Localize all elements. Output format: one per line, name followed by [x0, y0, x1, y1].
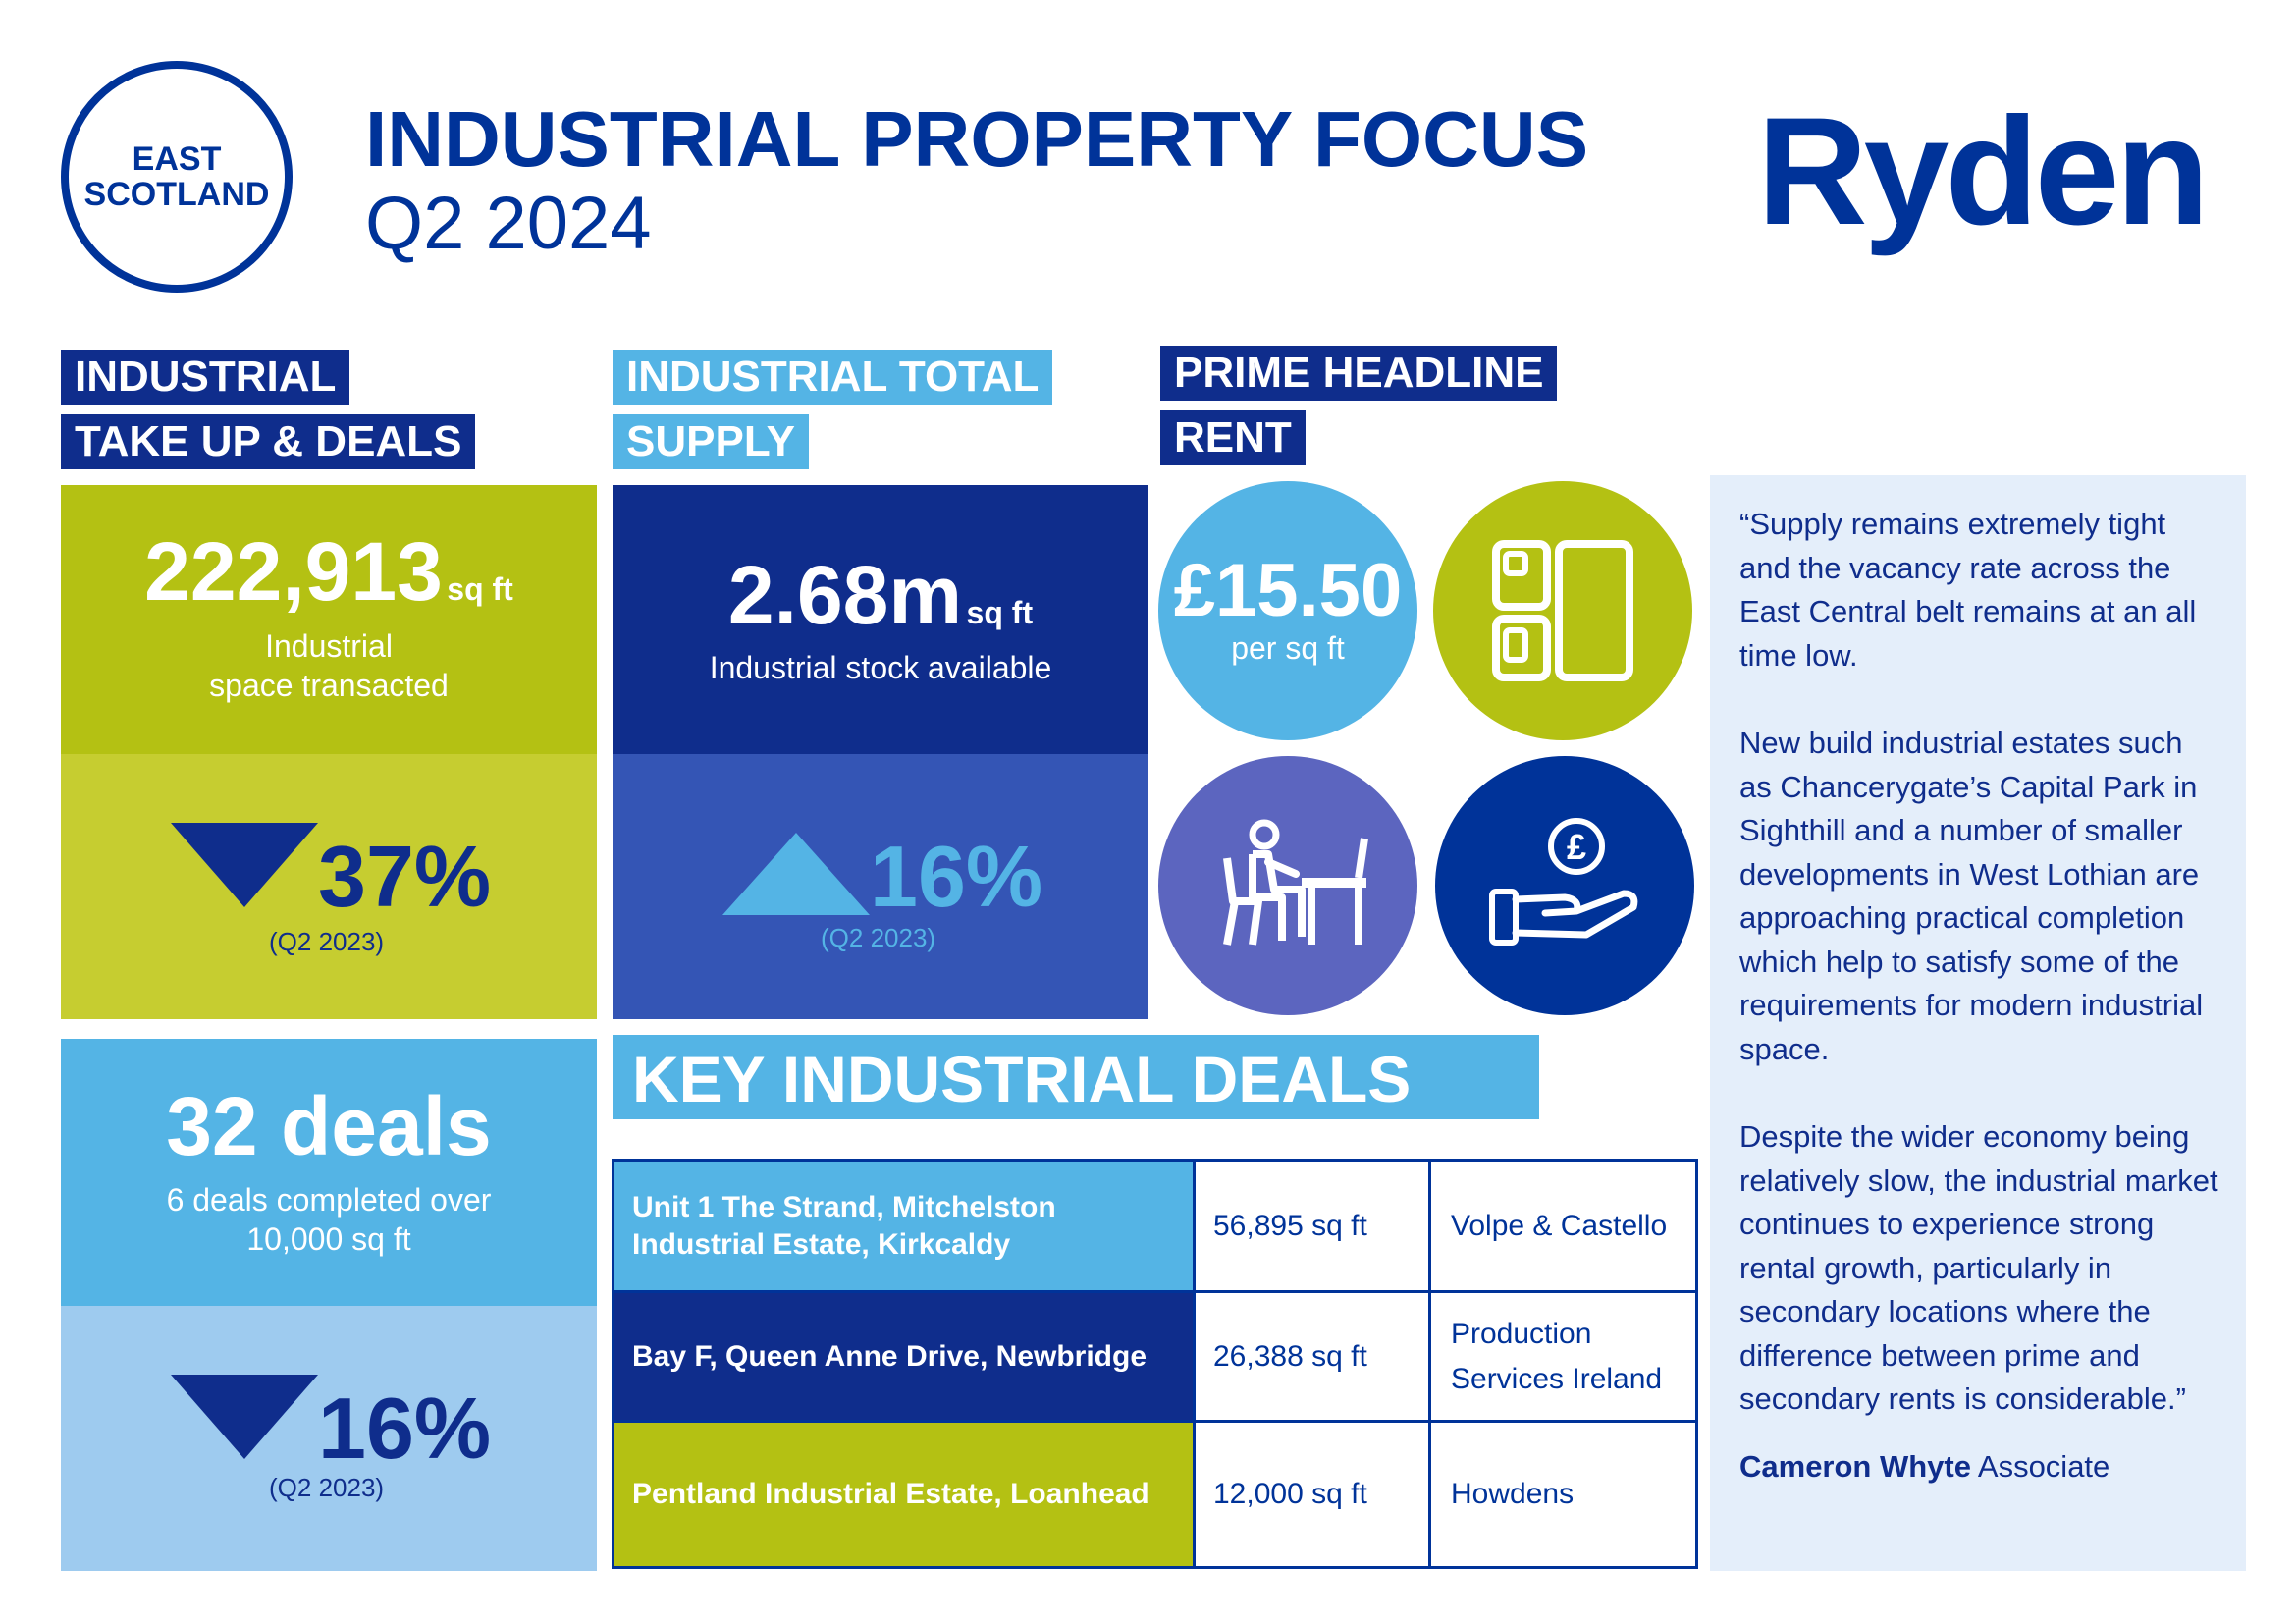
pound-hand-icon: £: [1489, 818, 1638, 946]
quote-paragraph-1: “Supply remains extremely tight and the …: [1739, 507, 2197, 673]
down-arrow-icon: [171, 1375, 318, 1459]
rent-tag-line1: PRIME HEADLINE: [1160, 346, 1558, 401]
deals-comparison: (Q2 2023): [269, 1473, 385, 1502]
supply-comparison: (Q2 2023): [821, 923, 936, 952]
deal-address-line1: Pentland Industrial Estate, Loanhead: [632, 1478, 1149, 1510]
table-row-2-size: 26,388 sq ft: [1196, 1293, 1431, 1423]
table-row-3-tenant: Howdens: [1431, 1423, 1698, 1566]
deals-label-line1: 6 deals completed over: [166, 1182, 492, 1218]
pound-icon-circle: £: [1435, 756, 1694, 1015]
supply-unit: sq ft: [966, 595, 1034, 630]
page-period: Q2 2024: [365, 182, 652, 265]
quote-paragraph-2: New build industrial estates such as Cha…: [1739, 726, 2204, 1066]
table-row-2-address: Bay F, Queen Anne Drive, Newbridge: [614, 1293, 1196, 1423]
key-deals-heading-text: KEY INDUSTRIAL DEALS: [632, 1043, 1412, 1115]
layout-icon: [1492, 540, 1633, 681]
takeup-label-line1: Industrial: [265, 628, 393, 664]
ryden-logo: Ryden: [1757, 86, 2210, 257]
deal-tenant-line1: Production: [1451, 1317, 1592, 1350]
table-row-2-tenant: Production Services Ireland: [1431, 1293, 1698, 1423]
takeup-unit: sq ft: [447, 571, 513, 607]
key-deals-heading: KEY INDUSTRIAL DEALS: [613, 1035, 1539, 1119]
takeup-tag-line2: TAKE UP & DEALS: [61, 414, 476, 469]
page-title: INDUSTRIAL PROPERTY FOCUS: [365, 95, 1589, 183]
desk-worker-icon: [1223, 819, 1368, 946]
table-row-1-tenant: Volpe & Castello: [1431, 1162, 1698, 1293]
key-deals-table: Unit 1 The Strand, Mitchelston Industria…: [612, 1159, 1698, 1569]
quote-author: Cameron Whyte: [1739, 1448, 1971, 1484]
region-line2: SCOTLAND: [83, 176, 270, 213]
deal-address-line1: Unit 1 The Strand, Mitchelston: [632, 1190, 1056, 1223]
deal-address-line1: Bay F, Queen Anne Drive, Newbridge: [632, 1339, 1148, 1373]
takeup-tag-line1: INDUSTRIAL: [61, 350, 350, 405]
supply-change: 16%: [870, 828, 1043, 925]
deals-label-line2: 10,000 sq ft: [246, 1221, 411, 1257]
takeup-panel: 222,913 sq ft Industrial space transacte…: [61, 485, 597, 754]
takeup-change: 37%: [318, 828, 492, 925]
quote-paragraph-3: Despite the wider economy being relative…: [1739, 1119, 2218, 1416]
region-line1: EAST: [132, 140, 222, 178]
takeup-value: 222,913: [144, 525, 443, 618]
supply-label: Industrial stock available: [709, 650, 1052, 685]
takeup-comparison: (Q2 2023): [269, 927, 385, 956]
deal-tenant-line1: Howdens: [1451, 1478, 1575, 1510]
quote-panel: “Supply remains extremely tight and the …: [1710, 475, 2246, 1571]
rent-label: per sq ft: [1231, 630, 1345, 666]
deal-size: 26,388 sq ft: [1213, 1339, 1367, 1373]
deals-change: 16%: [318, 1380, 492, 1477]
supply-tag-line1: INDUSTRIAL TOTAL: [613, 350, 1053, 405]
takeup-change-panel: 37% (Q2 2023): [61, 754, 597, 1019]
deals-value: 32 deals: [166, 1080, 492, 1172]
deal-size: 56,895 sq ft: [1213, 1209, 1367, 1242]
deal-size: 12,000 sq ft: [1213, 1478, 1367, 1510]
deal-address-line2: Industrial Estate, Kirkcaldy: [632, 1227, 1011, 1261]
deals-change-panel: 16% (Q2 2023): [61, 1306, 597, 1571]
supply-panel: 2.68m sq ft Industrial stock available: [613, 485, 1148, 754]
supply-change-panel: 16% (Q2 2023): [613, 754, 1148, 1019]
deal-tenant-line2: Services Ireland: [1451, 1362, 1663, 1395]
takeup-label-line2: space transacted: [209, 668, 449, 703]
table-row-1-address: Unit 1 The Strand, Mitchelston Industria…: [614, 1162, 1196, 1293]
supply-value: 2.68m: [727, 549, 963, 641]
supply-tag-line2: SUPPLY: [613, 414, 810, 469]
region-badge: EAST SCOTLAND: [61, 61, 293, 293]
layout-icon-circle: [1433, 481, 1692, 740]
rent-circle: £15.50 per sq ft: [1158, 481, 1417, 740]
deal-tenant-line1: Volpe & Castello: [1451, 1209, 1668, 1242]
table-row-1-size: 56,895 sq ft: [1196, 1162, 1431, 1293]
table-row-3-size: 12,000 sq ft: [1196, 1423, 1431, 1566]
rent-tag-line2: RENT: [1160, 410, 1306, 465]
deals-panel: 32 deals 6 deals completed over 10,000 s…: [61, 1039, 597, 1306]
svg-text:£: £: [1567, 827, 1586, 867]
table-row-3-address: Pentland Industrial Estate, Loanhead: [614, 1423, 1196, 1566]
down-arrow-icon: [171, 823, 318, 907]
quote-role: Associate: [1977, 1448, 2110, 1484]
up-arrow-icon: [722, 833, 870, 915]
rent-value: £15.50: [1173, 549, 1403, 632]
quote-attribution: Cameron Whyte Associate: [1739, 1445, 2222, 1489]
desk-icon-circle: [1158, 756, 1417, 1015]
